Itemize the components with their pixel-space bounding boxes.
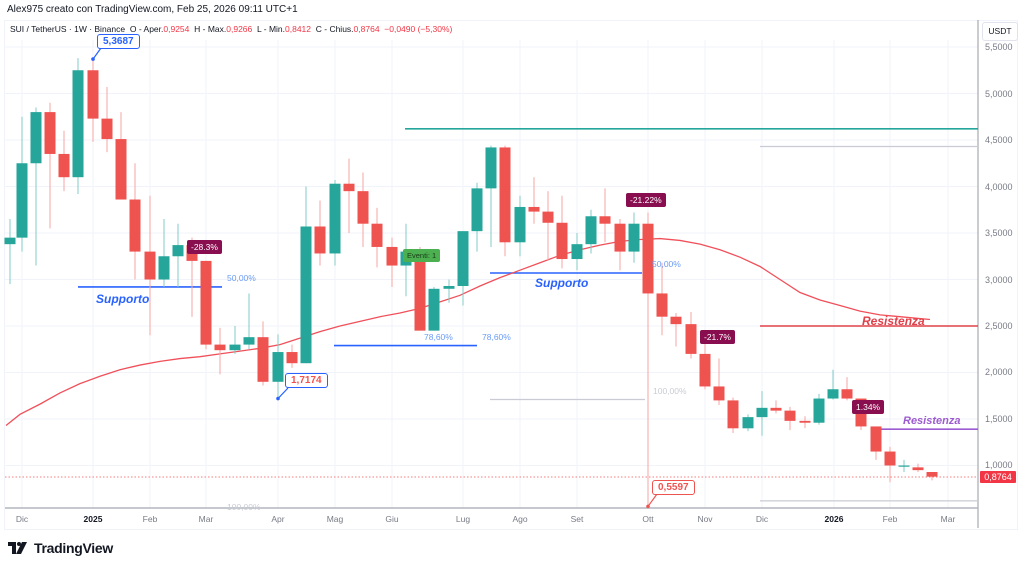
y-tick: 5,5000 [985, 42, 1013, 52]
symbol-label: SUI / TetherUS · 1W · Binance [10, 24, 126, 34]
low-label: L - Min. [256, 24, 286, 34]
last-price-badge: 0,8764 [980, 471, 1016, 483]
y-tick: 4,0000 [985, 182, 1013, 192]
close-label: C - Chius. [315, 24, 354, 34]
low-value: 0,8412 [285, 24, 312, 34]
y-tick: 3,5000 [985, 228, 1013, 238]
change-tag-4: 1.34% [852, 400, 885, 414]
tradingview-wordmark: TradingView [34, 540, 113, 556]
x-tick: Apr [271, 514, 285, 524]
x-tick: Ott [642, 514, 654, 524]
ohlc-legend: SUI / TetherUS · 1W · Binance O - Aper.0… [10, 24, 452, 34]
events-tag[interactable]: Eventi: 1 [403, 249, 441, 262]
x-tick: Feb [142, 514, 158, 524]
support-label-1: Supporto [96, 292, 150, 306]
y-tick: 1,5000 [985, 414, 1013, 424]
x-tick: Mar [940, 514, 956, 524]
change-tag-2: -21.22% [626, 193, 666, 207]
y-tick: 5,0000 [985, 89, 1013, 99]
open-value: 0,9254 [163, 24, 190, 34]
y-tick: 1,0000 [985, 460, 1013, 470]
x-tick: Ago [512, 514, 528, 524]
high-label: H - Max. [194, 24, 227, 34]
x-tick: 2026 [824, 514, 844, 524]
resistance-label-1: Resistenza [862, 314, 925, 328]
x-tick: 2025 [83, 514, 103, 524]
y-tick: 2,5000 [985, 321, 1013, 331]
y-tick: 4,5000 [985, 135, 1013, 145]
close-value: 0,8764 [353, 24, 380, 34]
change-tag-1: -28.3% [187, 240, 222, 254]
x-tick: Feb [882, 514, 898, 524]
low-callout-1: 1,7174 [285, 373, 328, 388]
resistance-label-2: Resistenza [903, 415, 961, 427]
x-tick: Mar [198, 514, 214, 524]
tradingview-icon [8, 542, 27, 554]
high-value: 0,9266 [226, 24, 253, 34]
change-tag-3: -21.7% [700, 330, 735, 344]
tradingview-logo[interactable]: TradingView [8, 540, 113, 556]
x-tick: Dic [15, 514, 29, 524]
currency-label[interactable]: USDT [982, 22, 1018, 41]
fib-786-label-1: 78,60% [424, 332, 453, 342]
support-label-2: Supporto [535, 276, 589, 290]
fib-50-label-2: 50,00% [652, 259, 681, 269]
fib-786-label-2: 78,60% [482, 332, 511, 342]
y-tick: 3,0000 [985, 275, 1013, 285]
chart-frame [4, 20, 1018, 530]
fib-100-label-1: 100,00% [653, 386, 687, 396]
fib-100-label-2: 100,00% [227, 502, 261, 512]
high-callout: 5,3687 [97, 34, 140, 49]
chart-credit: Alex975 creato con TradingView.com, Feb … [7, 4, 298, 15]
x-tick: Giu [385, 514, 399, 524]
change-value: −0,0490 (−5,30%) [384, 24, 453, 34]
y-tick: 2,0000 [985, 367, 1013, 377]
open-label: O - Aper. [129, 24, 164, 34]
x-tick: Mag [326, 514, 344, 524]
x-tick: Set [570, 514, 584, 524]
fib-50-label-1: 50,00% [227, 273, 256, 283]
x-tick: Dic [755, 514, 769, 524]
low-callout-2: 0,5597 [652, 480, 695, 495]
x-tick: Nov [697, 514, 713, 524]
x-tick: Lug [455, 514, 471, 524]
